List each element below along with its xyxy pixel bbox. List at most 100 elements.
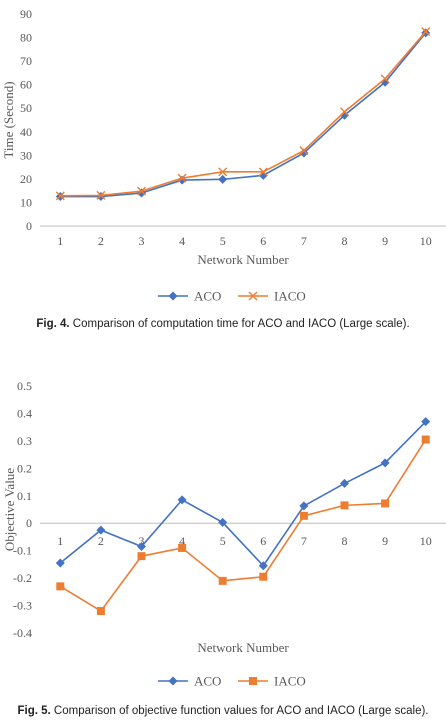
time-chart-xtick-label: 3 [139,234,145,248]
time-chart-xtick-label: 6 [260,234,266,248]
objective-chart-data-point [258,561,268,571]
objective-chart-xtick-label: 6 [260,534,266,548]
time-chart-series-iaco [55,27,431,201]
time-chart-ytick-label: 20 [20,172,32,186]
objective-chart-legend: ACO IACO [158,674,306,689]
time-chart-ytick-label: 60 [20,78,32,92]
objective-chart-ytick-label: -0.3 [13,599,32,613]
time-chart-xtick-label: 10 [420,234,432,248]
objective-chart-series-line [59,439,427,613]
time-chart-ytick-label: 0 [26,219,32,233]
time-chart-x-axis-title: Network Number [197,252,289,267]
time-chart-data-point [218,174,228,184]
time-chart-data-point [299,148,309,158]
objective-chart-xtick-label: 10 [420,534,432,548]
objective-chart-data-point [381,499,390,508]
time-chart-xtick-label: 8 [342,234,348,248]
time-chart-series-line [60,32,427,198]
time-chart-ytick-label: 80 [20,31,32,45]
objective-chart-x-axis-title: Network Number [197,640,289,655]
time-chart-data-point [96,190,106,200]
time-chart-legend-label: IACO [274,289,306,304]
objective-chart-data-point [421,417,431,427]
time-chart-xtick-label: 5 [220,234,226,248]
objective-chart-data-point [340,501,349,510]
objective-chart-data-point [259,572,268,581]
time-chart-series-line [60,31,427,197]
objective-chart-legend-label: ACO [194,674,221,689]
objective-chart-ytick-label: 0.2 [17,461,32,475]
time-chart-data-point [380,74,390,84]
objective-chart: -0.4 -0.3 -0.2 -0.1 0 0.1 0.2 0.3 0.4 0.5 1 2 3 4 5 6 7 8… [2,379,446,689]
objective-chart-data-point [137,542,146,552]
time-chart-xtick-label: 7 [301,234,307,248]
fig5-caption-text: Comparison of objective function values … [53,705,429,717]
objective-chart-ytick-label: -0.4 [13,626,32,640]
objective-chart-data-point [55,558,65,568]
fig5-caption-label: Fig. 5. [17,705,51,717]
objective-chart-data-point [56,582,65,591]
time-chart-data-point [299,146,309,156]
objective-chart-ytick-label: 0 [26,516,32,530]
objective-chart-data-point [299,511,308,520]
time-chart-ytick-label: 90 [20,7,32,21]
fig4-caption-label: Fig. 4. [36,318,70,330]
time-chart-ytick-label: 40 [20,125,32,139]
time-chart-xtick-label: 1 [57,234,63,248]
objective-chart-data-point [421,435,430,444]
time-chart-data-point [258,167,268,177]
objective-chart-xtick-label: 3 [139,534,145,548]
objective-chart-data-point [96,525,106,535]
objective-chart-y-axis-title: Objective Value [2,468,17,551]
objective-chart-ytick-label: 0.3 [17,434,32,448]
objective-chart-xtick-label: 8 [342,534,348,548]
time-chart-legend-label: ACO [194,289,221,304]
fig4-caption: Fig. 4. Comparison of computation time f… [0,318,446,330]
time-chart-legend-marker [248,291,258,301]
objective-chart-ytick-label: -0.1 [13,544,32,558]
time-chart-ytick-label: 10 [20,195,32,209]
objective-chart-series-iaco [56,435,430,616]
time-chart-series-aco [55,28,431,202]
time-chart-data-point [340,107,349,117]
objective-chart-data-point [137,552,146,561]
objective-chart-series-aco [55,417,431,571]
objective-chart-ytick-label: 0.4 [17,406,32,420]
objective-chart-legend-marker [249,677,257,685]
objective-chart-xtick-label: 9 [382,534,388,548]
objective-chart-legend-label: IACO [274,674,306,689]
objective-chart-ytick-label: 0.5 [17,379,32,393]
objective-chart-data-point [340,478,349,488]
objective-chart-ytick-label: 0.1 [17,489,32,503]
fig4-caption-text: Comparison of computation time for ACO a… [72,318,410,330]
objective-chart-data-point [218,517,228,527]
time-chart-xtick-label: 9 [382,234,388,248]
objective-chart-xtick-label: 5 [220,534,226,548]
objective-chart-data-point [177,495,187,505]
objective-chart-data-point [178,543,187,552]
time-chart-ytick-label: 30 [20,148,32,162]
time-chart-data-point [177,173,187,183]
objective-chart-data-point [96,607,105,616]
objective-chart-data-point [299,501,309,511]
time-chart-xtick-label: 2 [98,234,104,248]
time-chart-data-point [96,192,106,202]
time-chart: 0 10 20 30 40 50 60 70 80 90 1 2 3 4 5 6 7 8 9 10 Network Nu… [1,7,446,304]
time-chart-legend: ACO IACO [158,289,306,304]
fig5-caption: Fig. 5. Comparison of objective function… [0,705,446,717]
time-chart-legend-marker [168,291,178,301]
time-chart-data-point [137,186,146,196]
objective-chart-legend-marker [168,676,178,686]
objective-chart-xtick-label: 1 [57,534,63,548]
objective-chart-xtick-label: 7 [301,534,307,548]
objective-chart-series-line [59,421,427,568]
time-chart-data-point [218,167,228,177]
objective-chart-data-point [380,458,390,468]
objective-chart-data-point [218,576,227,585]
time-chart-ytick-label: 70 [20,54,32,68]
time-chart-y-axis-title: Time (Second) [1,81,16,158]
objective-chart-ytick-label: -0.2 [13,571,32,585]
time-chart-data-point [421,27,431,37]
objective-chart-xtick-label: 2 [98,534,104,548]
time-chart-data-point [55,191,65,201]
